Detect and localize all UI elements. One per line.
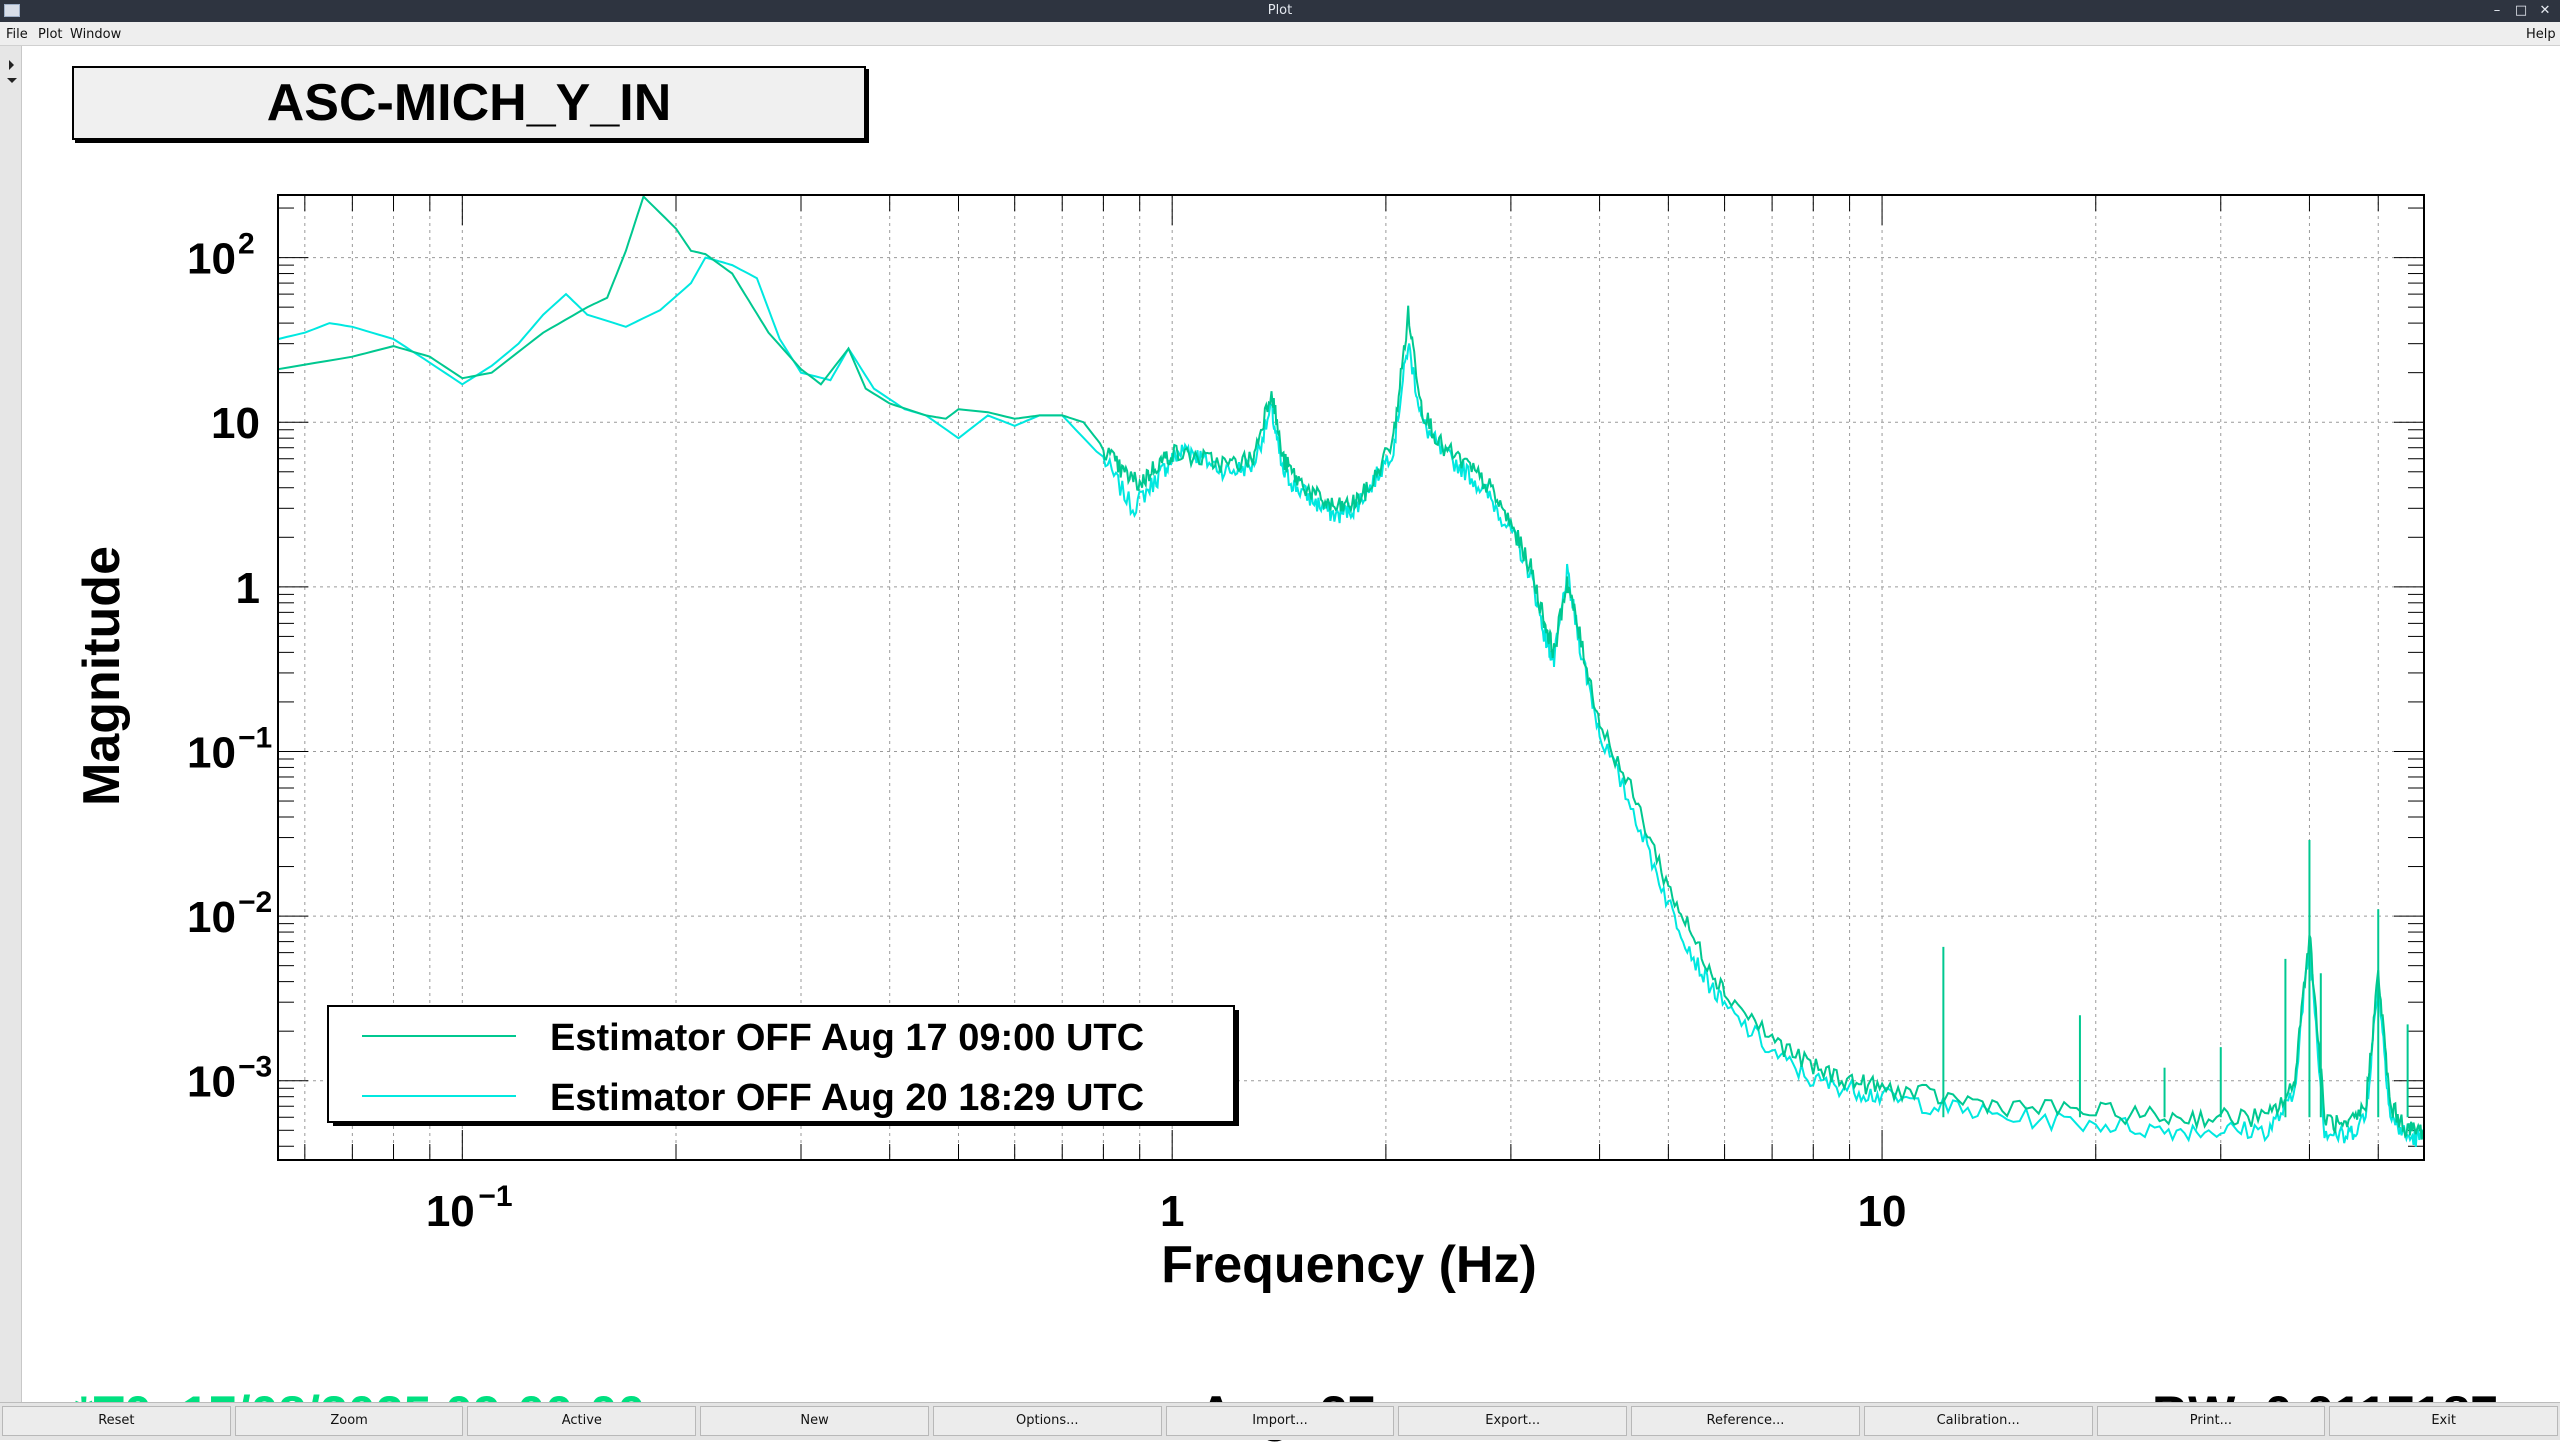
x-tick-mantissa: 10 (1858, 1187, 1907, 1236)
menu-bar: File Plot Window Help (0, 22, 2560, 46)
plot-area[interactable] (278, 195, 2424, 1160)
y-tick-mantissa: 10 (187, 1058, 236, 1107)
plot-frame (277, 194, 2425, 1161)
x-tick-exponent: −1 (478, 1180, 512, 1213)
y-tick-label: 1 (236, 564, 260, 613)
y-tick-exponent: −1 (238, 721, 272, 754)
plot-title: ASC-MICH_Y_IN (266, 74, 672, 132)
x-tick-label: 10 (1858, 1187, 1907, 1236)
side-panel-toggle-strip (0, 46, 22, 1402)
toolbar-button-export[interactable]: Export... (1398, 1406, 1628, 1436)
close-button[interactable]: ✕ (2539, 3, 2551, 18)
x-tick-mantissa: 1 (1160, 1187, 1184, 1236)
x-tick-label: 10 −1 (426, 1180, 513, 1236)
x-axis-label: Frequency (Hz) (1161, 1236, 1537, 1294)
app-icon (4, 4, 20, 17)
toolbar-button-active[interactable]: Active (467, 1406, 697, 1436)
y-tick-mantissa: 1 (236, 564, 260, 613)
plot-canvas[interactable]: ASC-MICH_Y_IN 10 −1 1 10 10 2 10 1 10 −1 10 −2 10 −3… (22, 46, 2560, 1442)
y-tick-mantissa: 10 (187, 893, 236, 942)
y-tick-label: 10 −3 (187, 1051, 272, 1107)
legend-label-series1: Estimator OFF Aug 17 09:00 UTC (550, 1017, 1144, 1059)
x-tick-labels: 10 −1 1 10 (426, 1180, 1907, 1236)
y-tick-mantissa: 10 (187, 235, 236, 284)
maximize-button[interactable]: □ (2514, 3, 2528, 18)
y-tick-label: 10 −1 (187, 721, 272, 777)
menu-help[interactable]: Help (2526, 27, 2556, 42)
toolbar-button-reference[interactable]: Reference... (1631, 1406, 1860, 1436)
y-axis-label: Magnitude (73, 546, 131, 806)
x-tick-label: 1 (1160, 1187, 1184, 1236)
menu-plot[interactable]: Plot (38, 27, 63, 42)
y-tick-label: 10 −2 (187, 886, 272, 942)
window-titlebar[interactable]: Plot – □ ✕ (0, 0, 2560, 22)
x-tick-mantissa: 10 (426, 1187, 475, 1236)
window-title: Plot (1267, 3, 1293, 18)
legend-box (327, 1005, 1235, 1123)
expand-right-icon[interactable] (9, 60, 14, 70)
plot-title-box: ASC-MICH_Y_IN (72, 66, 866, 140)
y-tick-exponent: −3 (238, 1051, 272, 1084)
y-tick-label: 10 2 (187, 228, 255, 284)
menu-file[interactable]: File (6, 27, 28, 42)
series-line-1 (277, 194, 2425, 1140)
y-tick-mantissa: 10 (187, 728, 236, 777)
toolbar-button-new[interactable]: New (700, 1406, 929, 1436)
toolbar-button-zoom[interactable]: Zoom (234, 1406, 464, 1436)
toolbar-button-calibration[interactable]: Calibration... (1863, 1406, 2093, 1436)
expand-down-icon[interactable] (7, 78, 17, 83)
toolbar-button-import[interactable]: Import... (1165, 1406, 1395, 1436)
y-tick-mantissa: 10 (211, 399, 260, 448)
legend-label-series2: Estimator OFF Aug 20 18:29 UTC (550, 1077, 1144, 1119)
series-layer (277, 194, 2425, 1147)
toolbar-button-exit[interactable]: Exit (2329, 1406, 2558, 1436)
y-tick-exponent: 2 (238, 228, 255, 261)
menu-window[interactable]: Window (70, 27, 122, 42)
minimize-button[interactable]: – (2493, 3, 2501, 18)
y-tick-label: 10 (211, 399, 260, 448)
toolbar-button-print[interactable]: Print... (2096, 1406, 2326, 1436)
bottom-toolbar: Reset Zoom Active New Options... Import... Exp… (0, 1402, 2560, 1440)
toolbar-button-options[interactable]: Options... (932, 1406, 1162, 1436)
legend[interactable]: Estimator OFF Aug 17 09:00 UTC Estimator… (327, 1005, 1239, 1126)
toolbar-button-reset[interactable]: Reset (2, 1406, 231, 1436)
y-tick-exponent: −2 (238, 886, 272, 919)
